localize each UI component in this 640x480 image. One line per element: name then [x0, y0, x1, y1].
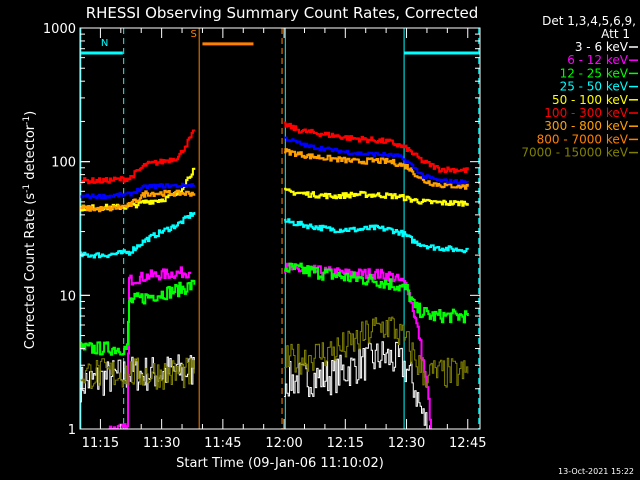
y-tick-label-3: 1000: [43, 22, 76, 37]
series-line-6-seg-1: [284, 148, 469, 190]
series-line-9-seg-1: [284, 136, 469, 185]
series-line-8-seg-0: [80, 357, 195, 390]
legend-label-2: 12 - 25 keV: [560, 66, 629, 80]
series-line-0-seg-1: [284, 341, 432, 429]
legend-label-5: 100 - 300 keV: [544, 106, 628, 120]
x-tick-label-0: 11:15: [82, 436, 119, 451]
series-line-3-seg-1: [284, 218, 469, 254]
y-axis-label: Corrected Count Rate (s-1 detector-1): [22, 111, 38, 349]
series-line-6-seg-0: [80, 189, 196, 213]
series-line-5-seg-0: [80, 129, 196, 185]
x-axis-label: Start Time (09-Jan-06 11:10:02): [176, 456, 384, 471]
y-tick-label-1: 10: [59, 289, 76, 304]
legend-label-7: 800 - 7000 keV: [537, 132, 629, 146]
x-tick-label-3: 12:00: [265, 436, 302, 451]
legend-label-0: 3 - 6 keV: [575, 40, 629, 54]
x-tick-label-4: 12:15: [327, 436, 364, 451]
y-tick-label-0: 1: [68, 423, 76, 438]
x-tick-label-6: 12:45: [449, 436, 486, 451]
series-line-9-seg-0: [80, 182, 196, 200]
legend-label-6: 300 - 800 keV: [544, 119, 628, 133]
chart-title: RHESSI Observing Summary Count Rates, Co…: [86, 4, 479, 22]
series-line-8-seg-1: [284, 316, 469, 388]
series-line-3-seg-0: [80, 212, 196, 259]
y-axis: 1 10 100 1000: [43, 22, 480, 438]
x-tick-label-2: 11:45: [204, 436, 241, 451]
series-line-2-seg-0: [80, 279, 196, 356]
series-line-2-seg-1: [284, 262, 469, 324]
legend-label-3: 25 - 50 keV: [560, 80, 629, 94]
x-tick-label-1: 11:30: [143, 436, 180, 451]
legend-header-2: Att 1: [601, 27, 630, 41]
legend-label-8: 7000 - 15000 keV: [521, 146, 628, 160]
legend-label-1: 6 - 12 keV: [567, 53, 629, 67]
x-tick-label-5: 12:30: [388, 436, 425, 451]
plot-frame: [79, 27, 481, 430]
plot-area: [80, 28, 480, 429]
legend-header-1: Det 1,3,4,5,6,9,: [542, 14, 636, 28]
series-line-1-seg-0: [108, 266, 192, 429]
series-line-4-seg-1: [284, 187, 469, 207]
legend-label-4: 50 - 100 keV: [552, 93, 629, 107]
interval-label-0: N: [101, 38, 108, 49]
y-tick-label-2: 100: [51, 156, 76, 171]
series-line-5-seg-1: [284, 121, 469, 174]
interval-label-1: S: [190, 29, 196, 40]
x-axis: 11:15 11:30 11:45 12:00 12:15 12:30 12:45: [79, 28, 486, 451]
timestamp: 13-Oct-2021 15:22: [558, 467, 634, 476]
